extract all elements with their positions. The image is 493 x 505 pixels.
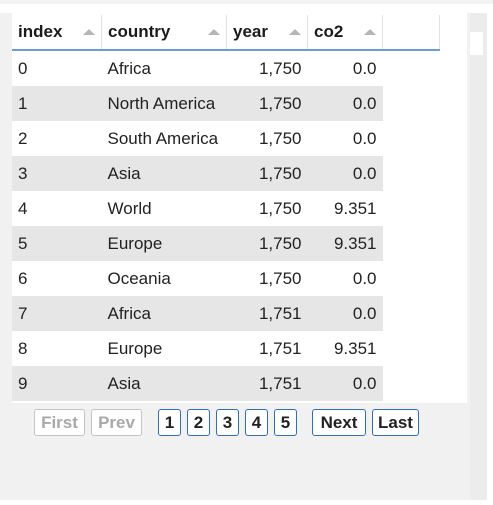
prev-page-button[interactable]: Prev — [91, 409, 142, 436]
cell-country: Europe — [107, 338, 163, 358]
cell-index: 1 — [12, 86, 102, 121]
table-row: 4 World 1,750 9.351 — [12, 191, 440, 226]
row-filler — [383, 50, 440, 86]
cell-index: 2 — [18, 128, 28, 148]
cell-country: Oceania — [107, 268, 171, 288]
cell-country: Asia — [101, 156, 227, 191]
table-row: 7 Africa 1,751 0.0 — [12, 296, 440, 331]
cell-index: 0 — [18, 58, 28, 78]
first-page-button[interactable]: First — [34, 409, 85, 436]
row-filler — [383, 226, 440, 261]
table-row: 6 Oceania 1,750 0.0 — [12, 261, 440, 296]
row-filler — [383, 121, 440, 156]
row-filler — [383, 191, 440, 226]
cell-co2: 9.351 — [307, 226, 383, 261]
row-filler — [383, 86, 440, 121]
table-row: 0 Africa 1,750 0.0 — [12, 50, 440, 86]
column-label: index — [18, 22, 63, 41]
cell-index: 5 — [12, 226, 102, 261]
data-table: index country year co2 0 Africa 1,750 0.… — [12, 15, 440, 401]
top-divider — [0, 0, 493, 4]
cell-index: 8 — [18, 338, 28, 358]
cell-index: 6 — [18, 268, 28, 288]
cell-country: South America — [107, 128, 219, 148]
sort-triangle-icon[interactable] — [289, 29, 301, 35]
cell-index: 4 — [18, 198, 28, 218]
row-filler — [383, 366, 440, 401]
page-button-2[interactable]: 2 — [187, 409, 210, 436]
cell-year: 1,750 — [258, 268, 302, 288]
scrollbar-thumb[interactable] — [470, 32, 483, 55]
cell-year: 1,751 — [226, 296, 308, 331]
column-header-index[interactable]: index — [12, 15, 102, 51]
page-button-1[interactable]: 1 — [158, 409, 181, 436]
table-row: 1 North America 1,750 0.0 — [12, 86, 440, 121]
last-page-button[interactable]: Last — [372, 409, 419, 436]
cell-country: World — [107, 198, 152, 218]
cell-year: 1,750 — [226, 226, 308, 261]
cell-co2: 0.0 — [352, 58, 377, 78]
column-label: co2 — [314, 22, 344, 41]
cell-co2: 9.351 — [333, 338, 377, 358]
header-row: index country year co2 — [12, 15, 440, 51]
cell-co2: 0.0 — [352, 268, 377, 288]
cell-co2: 9.351 — [333, 198, 377, 218]
table-row: 2 South America 1,750 0.0 — [12, 121, 440, 156]
column-header-country[interactable]: country — [101, 15, 227, 51]
header-filler — [382, 15, 440, 51]
cell-year: 1,751 — [258, 338, 302, 358]
cell-index: 7 — [12, 296, 102, 331]
cell-year: 1,750 — [258, 198, 302, 218]
cell-co2: 0.0 — [307, 86, 383, 121]
cell-co2: 0.0 — [307, 296, 383, 331]
table-row: 5 Europe 1,750 9.351 — [12, 226, 440, 261]
cell-index: 9 — [12, 366, 102, 401]
cell-country: Europe — [101, 226, 227, 261]
cell-index: 3 — [12, 156, 102, 191]
page-button-4[interactable]: 4 — [245, 409, 268, 436]
table-row: 9 Asia 1,751 0.0 — [12, 366, 440, 401]
column-label: country — [108, 22, 171, 41]
sort-triangle-icon[interactable] — [364, 29, 376, 35]
cell-year: 1,750 — [226, 86, 308, 121]
row-filler — [383, 156, 440, 191]
cell-country: Asia — [101, 366, 227, 401]
cell-year: 1,751 — [226, 366, 308, 401]
cell-country: Africa — [107, 58, 151, 78]
cell-year: 1,750 — [226, 156, 308, 191]
cell-co2: 0.0 — [352, 128, 377, 148]
cell-co2: 0.0 — [307, 366, 383, 401]
cell-co2: 0.0 — [307, 156, 383, 191]
page-button-3[interactable]: 3 — [216, 409, 239, 436]
row-filler — [383, 261, 440, 296]
table-container — [12, 13, 467, 403]
sort-triangle-icon[interactable] — [208, 29, 220, 35]
row-filler — [383, 331, 440, 366]
row-filler — [383, 296, 440, 331]
page-button-5[interactable]: 5 — [274, 409, 297, 436]
column-label: year — [233, 22, 268, 41]
cell-year: 1,750 — [258, 58, 302, 78]
table-row: 8 Europe 1,751 9.351 — [12, 331, 440, 366]
cell-year: 1,750 — [258, 128, 302, 148]
cell-country: Africa — [101, 296, 227, 331]
next-page-button[interactable]: Next — [312, 409, 366, 436]
sort-triangle-icon[interactable] — [83, 29, 95, 35]
table-row: 3 Asia 1,750 0.0 — [12, 156, 440, 191]
vertical-scrollbar[interactable] — [470, 13, 487, 500]
column-header-co2[interactable]: co2 — [307, 15, 383, 51]
cell-country: North America — [101, 86, 227, 121]
column-header-year[interactable]: year — [226, 15, 308, 51]
